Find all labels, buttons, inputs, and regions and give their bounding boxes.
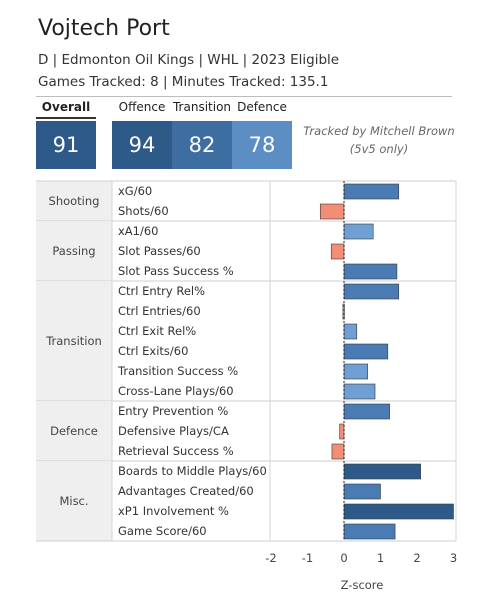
zscore-bar	[343, 323, 358, 340]
category-cell	[36, 221, 112, 281]
category-cell	[36, 281, 112, 401]
zscore-bar	[343, 183, 400, 200]
metric-label: Game Score/60	[118, 524, 207, 538]
zscore-bar	[330, 243, 345, 260]
zscore-bar	[343, 363, 369, 380]
tracking-credit: Tracked by Mitchell Brown (5v5 only)	[300, 122, 458, 158]
zscore-bar	[339, 423, 345, 440]
metric-label: xP1 Involvement %	[118, 504, 229, 518]
zscore-bar	[343, 263, 398, 280]
x-tick-label: -1	[302, 551, 313, 565]
credit-line-2: (5v5 only)	[349, 142, 409, 156]
metric-label: Defensive Plays/CA	[118, 424, 229, 438]
metric-label: xG/60	[118, 184, 152, 198]
defence-label: Defence	[237, 100, 287, 114]
metric-label: Slot Passes/60	[118, 244, 201, 258]
category-label: Misc.	[59, 494, 88, 508]
metric-label: xA1/60	[118, 224, 159, 238]
category-label: Passing	[52, 244, 95, 258]
metric-label: Shots/60	[118, 204, 169, 218]
x-axis-label: Z-score	[341, 578, 384, 592]
player-name: Vojtech Port	[38, 16, 170, 41]
transition-score-box: 82	[172, 121, 232, 169]
metric-label: Slot Pass Success %	[118, 264, 234, 278]
x-tick-label: 2	[413, 551, 420, 565]
metric-label: Boards to Middle Plays/60	[118, 464, 267, 478]
metric-label: Transition Success %	[117, 364, 238, 378]
zscore-bar	[343, 223, 374, 240]
zscore-bar	[343, 383, 376, 400]
x-tick-label: 0	[340, 551, 347, 565]
metric-label: Ctrl Exit Rel%	[118, 324, 196, 338]
x-tick-label: -2	[265, 551, 276, 565]
zscore-bar	[319, 203, 345, 220]
zscore-bar	[331, 443, 345, 460]
zscore-bar	[343, 403, 390, 420]
overall-label: Overall	[41, 100, 91, 114]
header-divider	[36, 96, 452, 97]
zscore-bar	[343, 283, 400, 300]
offence-label: Offence	[118, 100, 166, 114]
metric-label: Cross-Lane Plays/60	[118, 384, 234, 398]
category-cell	[36, 461, 112, 541]
tracking-info: Games Tracked: 8 | Minutes Tracked: 135.…	[38, 74, 329, 90]
defence-score-box: 78	[232, 121, 292, 169]
zscore-bar	[343, 503, 454, 520]
zscore-bar	[343, 483, 381, 500]
player-info: D | Edmonton Oil Kings | WHL | 2023 Elig…	[38, 52, 340, 68]
category-cell	[36, 181, 112, 221]
metric-label: Advantages Created/60	[118, 484, 254, 498]
credit-line-1: Tracked by Mitchell Brown	[303, 124, 455, 138]
metric-label: Ctrl Entry Rel%	[118, 284, 205, 298]
overall-underline	[36, 117, 96, 119]
offence-score-box: 94	[112, 121, 172, 169]
metric-label: Ctrl Exits/60	[118, 344, 188, 358]
x-tick-label: 1	[377, 551, 384, 565]
x-tick-label: 3	[450, 551, 457, 565]
category-cell	[36, 401, 112, 461]
transition-label: Transition	[172, 100, 232, 114]
metric-label: Entry Prevention %	[118, 404, 228, 418]
category-label: Defence	[50, 424, 98, 438]
zscore-bar	[343, 523, 396, 540]
category-label: Transition	[45, 334, 102, 348]
metric-label: Retrieval Success %	[118, 444, 234, 458]
metric-label: Ctrl Entries/60	[118, 304, 201, 318]
overall-score-box: 91	[36, 121, 96, 169]
category-label: Shooting	[49, 194, 100, 208]
zscore-bar	[343, 463, 421, 480]
zscore-bar	[343, 343, 389, 360]
